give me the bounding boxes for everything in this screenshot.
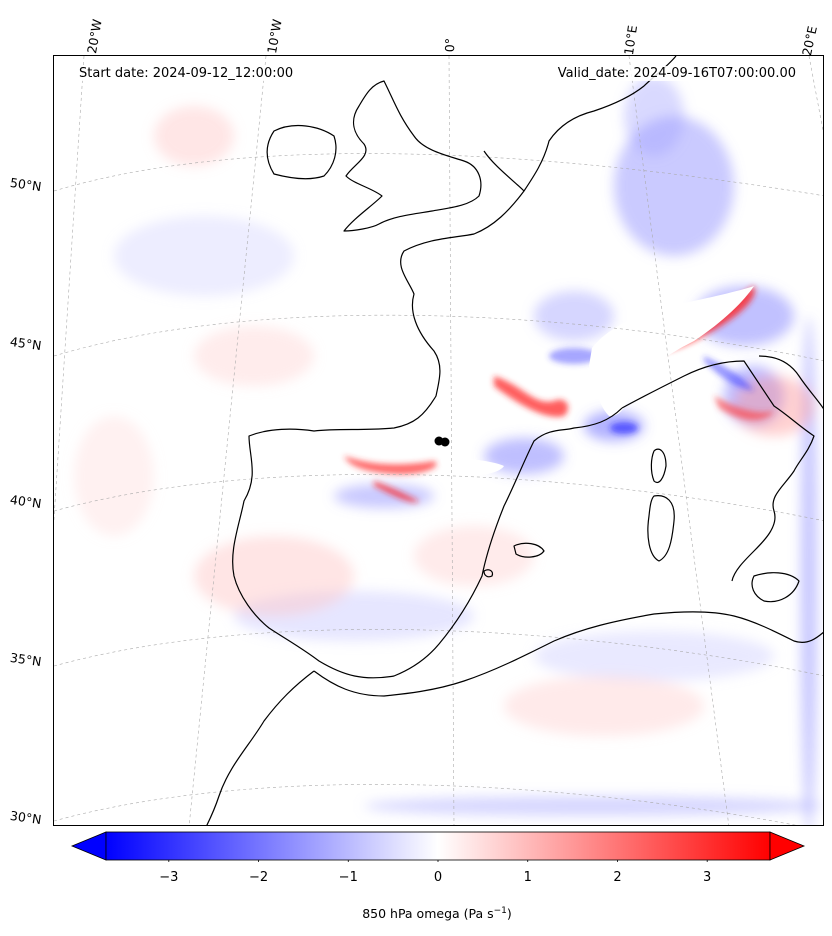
lat-label-45n: 45°N: [9, 333, 43, 354]
start-date-label: Start date: 2024-09-12_12:00:00: [77, 66, 296, 81]
lon-label-0: 0°: [442, 37, 458, 53]
marker-dots: [434, 436, 450, 447]
map-panel: [53, 55, 824, 826]
colorbar-label: 850 hPa omega (Pa s−1): [0, 906, 832, 921]
lon-label-10e: 10°E: [621, 24, 641, 57]
colorbar-body: [105, 831, 771, 861]
colorbar-extend-max: [769, 831, 806, 861]
colorbar-extend-min: [70, 831, 107, 861]
colorbar: [70, 831, 806, 862]
colorbar-label-exponent: −1: [493, 906, 507, 916]
coastlines: [206, 56, 823, 825]
omega-field: [74, 76, 823, 825]
cb-tick-label: 0: [433, 870, 443, 885]
cb-tick-label: −1: [338, 870, 358, 885]
colorbar-label-suffix: ): [506, 906, 512, 922]
colorbar-tickmarks: [168, 860, 708, 862]
cb-tick-label: −2: [248, 870, 269, 885]
cb-tick-label: 1: [523, 870, 532, 885]
cb-tick-label: 2: [613, 870, 622, 885]
lat-label-50n: 50°N: [9, 174, 43, 195]
lon-label-20w: 20°W: [84, 18, 105, 55]
lon-label-20e: 20°E: [799, 24, 820, 58]
valid-date-label: Valid_date: 2024-09-16T07:00:00.00: [555, 66, 798, 81]
lat-label-30n: 30°N: [9, 807, 43, 828]
terrain-mask: [254, 286, 754, 796]
lon-label-10w: 10°W: [264, 18, 285, 55]
omega-field-map: [54, 56, 823, 825]
cb-tick-label: −3: [159, 870, 179, 885]
colorbar-label-text: 850 hPa omega (Pa s: [362, 906, 494, 922]
lat-label-40n: 40°N: [9, 491, 43, 512]
cb-tick-label: 3: [703, 870, 712, 885]
lat-label-35n: 35°N: [9, 649, 43, 670]
